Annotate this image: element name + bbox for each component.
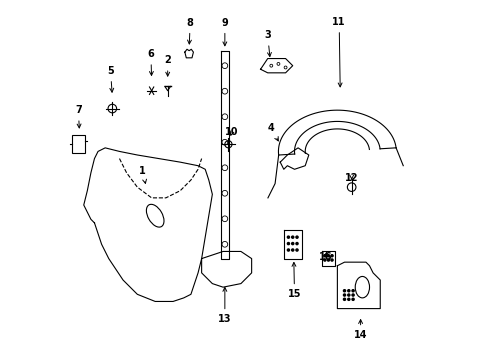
Circle shape	[287, 243, 289, 245]
Circle shape	[291, 249, 293, 251]
Circle shape	[295, 249, 298, 251]
Circle shape	[351, 290, 353, 292]
Text: 6: 6	[147, 49, 154, 75]
Text: 7: 7	[75, 105, 81, 128]
Text: 14: 14	[353, 320, 366, 341]
Circle shape	[343, 298, 345, 300]
Circle shape	[287, 236, 289, 238]
Text: 5: 5	[107, 66, 114, 92]
Circle shape	[287, 249, 289, 251]
Circle shape	[330, 255, 332, 257]
Text: 13: 13	[218, 288, 231, 324]
Text: 8: 8	[186, 18, 193, 44]
Circle shape	[343, 290, 345, 292]
Circle shape	[330, 259, 332, 261]
Circle shape	[347, 298, 349, 300]
Circle shape	[347, 294, 349, 296]
Circle shape	[343, 294, 345, 296]
Text: 9: 9	[221, 18, 228, 46]
Text: 1: 1	[139, 166, 146, 183]
Circle shape	[323, 255, 325, 257]
Circle shape	[323, 259, 325, 261]
Circle shape	[295, 236, 298, 238]
Circle shape	[326, 259, 329, 261]
Text: 3: 3	[264, 30, 271, 57]
Text: 15: 15	[287, 262, 301, 299]
Text: 2: 2	[164, 55, 171, 76]
Text: 10: 10	[225, 127, 238, 137]
Circle shape	[291, 236, 293, 238]
Circle shape	[295, 243, 298, 245]
Text: 16: 16	[319, 252, 332, 262]
Circle shape	[347, 290, 349, 292]
Circle shape	[291, 243, 293, 245]
Text: 12: 12	[344, 173, 358, 183]
Text: 4: 4	[267, 123, 278, 141]
Circle shape	[351, 294, 353, 296]
Circle shape	[351, 298, 353, 300]
Text: 11: 11	[332, 17, 345, 87]
Circle shape	[326, 255, 329, 257]
